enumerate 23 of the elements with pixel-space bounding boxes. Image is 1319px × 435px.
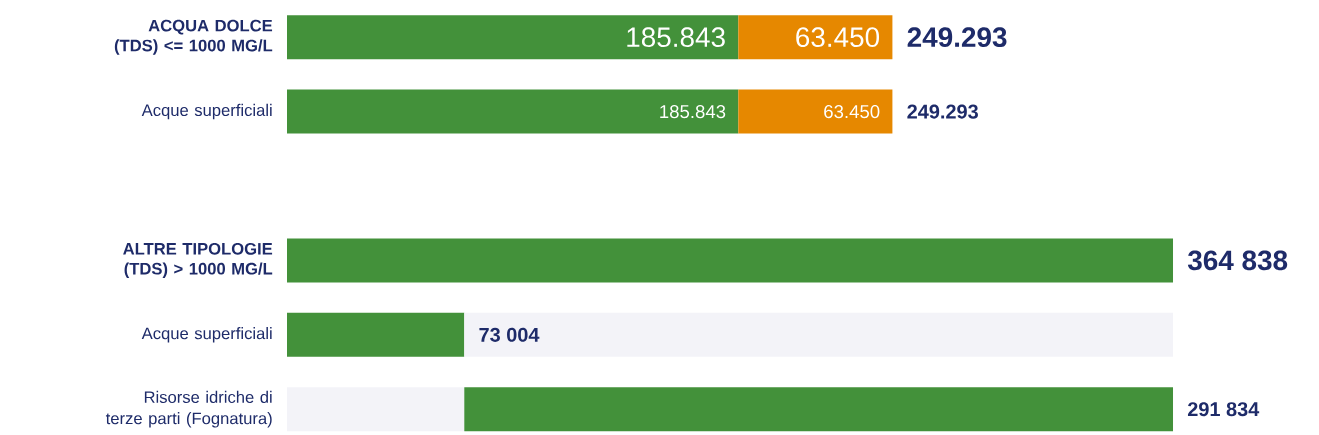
data-label: 63.450 xyxy=(796,27,880,48)
bar xyxy=(287,312,465,357)
y-tick-label: Acque superficiali xyxy=(141,103,272,120)
bar xyxy=(464,387,1174,432)
bar xyxy=(738,89,893,134)
y-tick-label: Acque superficiali xyxy=(141,327,272,343)
bar xyxy=(738,15,893,60)
data-label: 185.843 xyxy=(660,105,726,119)
bar xyxy=(464,312,1174,357)
data-label: 291 834 xyxy=(1187,402,1260,417)
data-label: 185.843 xyxy=(627,27,725,48)
total-label: 249.293 xyxy=(907,104,978,119)
bar xyxy=(287,387,465,432)
total-label: 249.293 xyxy=(907,27,1007,48)
data-label: 364 838 xyxy=(1187,250,1288,271)
y-tick-label: ALTRE TIPOLOGIE (TDS) > 1000 MG/L xyxy=(123,242,273,278)
bar xyxy=(287,89,739,134)
y-tick-label: Risorse idriche di terze parti (Fognatura) xyxy=(105,390,272,428)
bar xyxy=(287,15,739,60)
data-label: 73 004 xyxy=(479,327,540,342)
y-tick-label: ACQUA DOLCE (TDS) <= 1000 MG/L xyxy=(114,19,273,55)
bar xyxy=(287,238,1174,283)
data-label: 63.450 xyxy=(824,105,880,119)
